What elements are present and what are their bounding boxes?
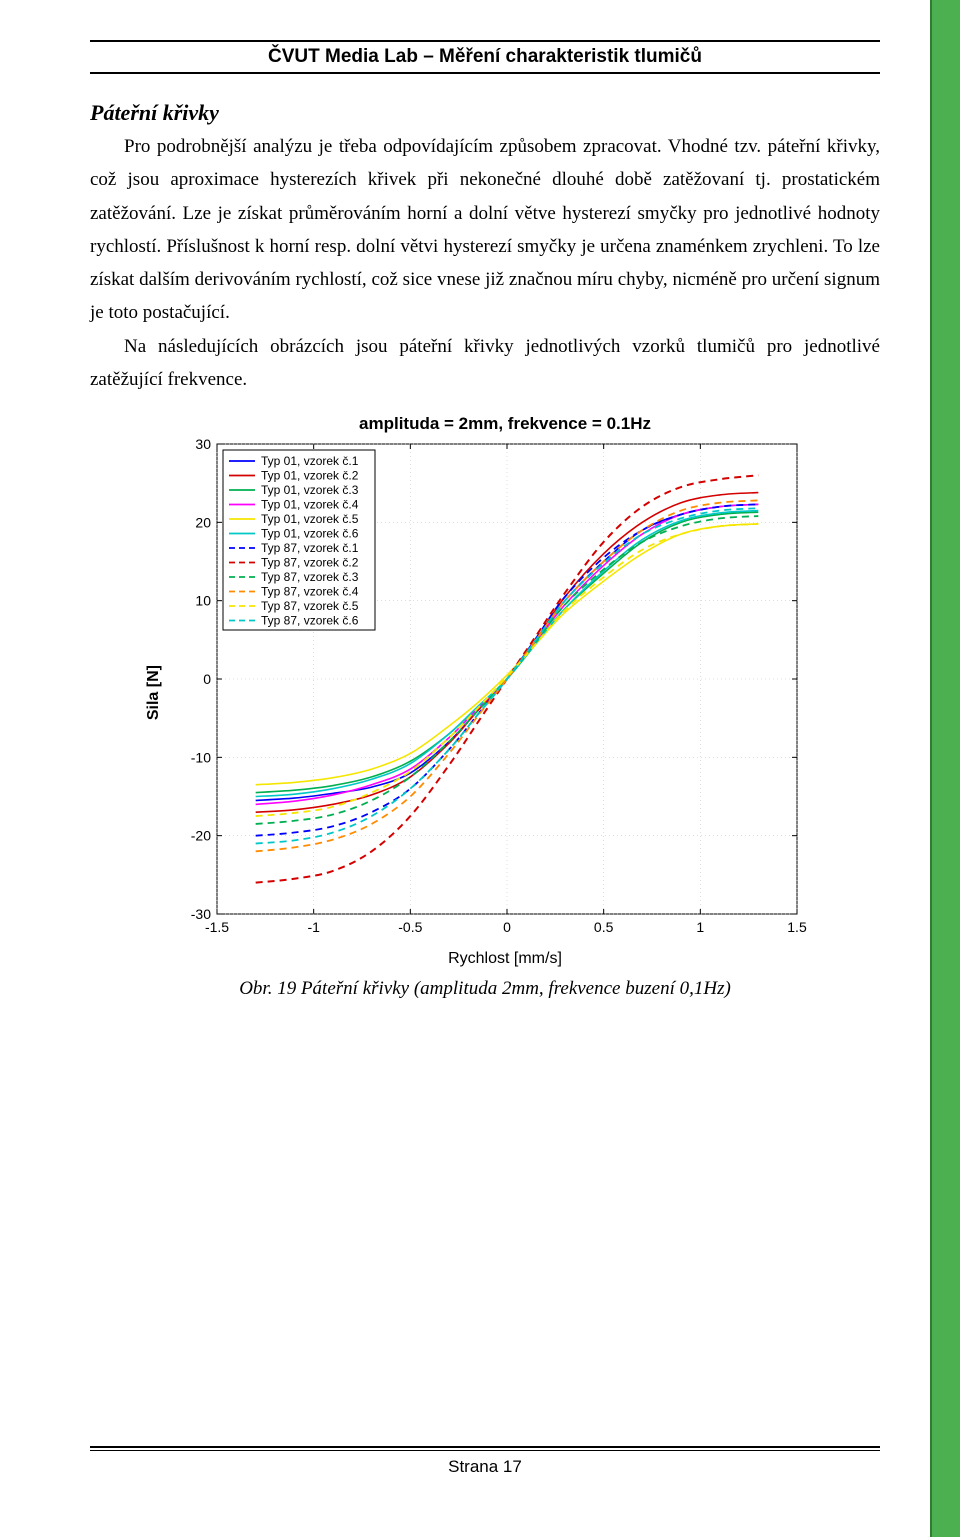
svg-text:Typ 87, vzorek č.1: Typ 87, vzorek č.1 [261,541,359,555]
figure-caption: Obr. 19 Páteřní křivky (amplituda 2mm, f… [145,978,825,1000]
svg-text:-0.5: -0.5 [398,919,422,935]
svg-text:Typ 01, vzorek č.4: Typ 01, vzorek č.4 [261,498,359,512]
svg-text:1: 1 [696,919,704,935]
chart-ylabel: Sila [N] [145,665,163,720]
section-heading: Páteřní křivky [90,100,880,126]
svg-text:Typ 87, vzorek č.2: Typ 87, vzorek č.2 [261,556,359,570]
svg-text:30: 30 [195,438,211,452]
svg-text:20: 20 [195,514,211,530]
svg-text:10: 10 [195,593,211,609]
body-text: Pro podrobnější analýzu je třeba odpovíd… [90,130,880,396]
svg-text:Typ 01, vzorek č.6: Typ 01, vzorek č.6 [261,527,359,541]
footer-page-number: Strana 17 [90,1451,880,1477]
page-header-title: ČVUT Media Lab – Měření charakteristik t… [90,44,880,72]
svg-text:Typ 87, vzorek č.5: Typ 87, vzorek č.5 [261,599,359,613]
svg-text:Typ 01, vzorek č.3: Typ 01, vzorek č.3 [261,483,359,497]
side-accent-bar [930,0,960,1537]
page-footer: Strana 17 [90,1446,880,1477]
page-content: ČVUT Media Lab – Měření charakteristik t… [90,40,880,1000]
chart-xlabel: Rychlost [mm/s] [145,950,825,968]
chart-plot: -1.5-1-0.500.511.5-30-20-100102030Typ 01… [169,438,819,948]
svg-text:Typ 01, vzorek č.1: Typ 01, vzorek č.1 [261,454,359,468]
svg-text:-20: -20 [191,828,211,844]
svg-text:Typ 01, vzorek č.5: Typ 01, vzorek č.5 [261,512,359,526]
chart-title: amplituda = 2mm, frekvence = 0.1Hz [145,414,825,434]
svg-text:Typ 87, vzorek č.3: Typ 87, vzorek č.3 [261,570,359,584]
svg-text:0.5: 0.5 [594,919,614,935]
svg-text:Typ 87, vzorek č.4: Typ 87, vzorek č.4 [261,585,359,599]
svg-text:1.5: 1.5 [787,919,807,935]
header-rule-top [90,40,880,42]
header-rule-bottom [90,72,880,74]
paragraph-2: Na následujících obrázcích jsou páteřní … [90,330,880,397]
svg-text:0: 0 [503,919,511,935]
svg-text:0: 0 [203,671,211,687]
paragraph-1: Pro podrobnější analýzu je třeba odpovíd… [90,130,880,330]
svg-text:-10: -10 [191,749,211,765]
chart-container: amplituda = 2mm, frekvence = 0.1Hz Sila … [90,414,880,1000]
svg-text:Typ 01, vzorek č.2: Typ 01, vzorek č.2 [261,469,359,483]
svg-text:-1: -1 [307,919,320,935]
svg-text:Typ 87, vzorek č.6: Typ 87, vzorek č.6 [261,614,359,628]
svg-text:-30: -30 [191,906,211,922]
